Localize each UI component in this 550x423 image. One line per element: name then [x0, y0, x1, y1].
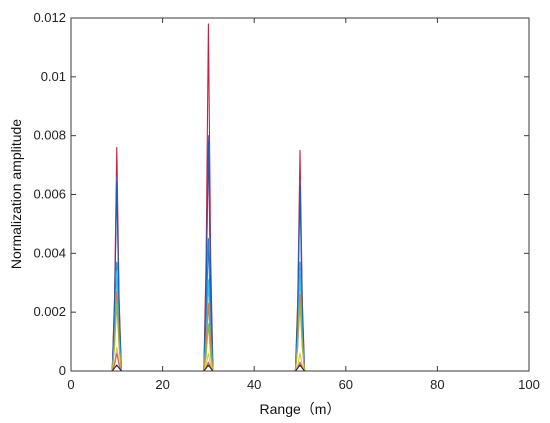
- series-layer: [71, 23, 529, 372]
- x-axis: 0 20 40 60 80 100: [67, 18, 540, 392]
- x-tick-label: 0: [67, 377, 74, 392]
- y-tick-label: 0.002: [33, 304, 66, 319]
- x-tick-label: 60: [339, 377, 353, 392]
- y-axis-title: Normalization amplitude: [8, 119, 24, 269]
- y-axis: 0 0.002 0.004 0.006 0.008 0.01 0.012: [33, 10, 529, 378]
- x-axis-title: Range（m）: [260, 401, 341, 417]
- x-tick-label: 40: [247, 377, 261, 392]
- y-tick-label: 0.012: [33, 10, 66, 25]
- x-tick-label: 80: [430, 377, 444, 392]
- y-tick-label: 0.008: [33, 128, 66, 143]
- y-tick-label: 0.006: [33, 187, 66, 202]
- series-line-10: [71, 364, 529, 372]
- series-line-7: [71, 302, 529, 372]
- series-line-8: [71, 346, 529, 372]
- y-tick-label: 0: [59, 363, 66, 378]
- series-line-5: [71, 270, 529, 372]
- series-line-9: [71, 352, 529, 372]
- x-tick-label: 20: [155, 377, 169, 392]
- y-tick-label: 0.01: [41, 69, 66, 84]
- y-tick-label: 0.004: [33, 245, 66, 260]
- x-tick-label: 100: [518, 377, 540, 392]
- series-line-3: [71, 141, 529, 372]
